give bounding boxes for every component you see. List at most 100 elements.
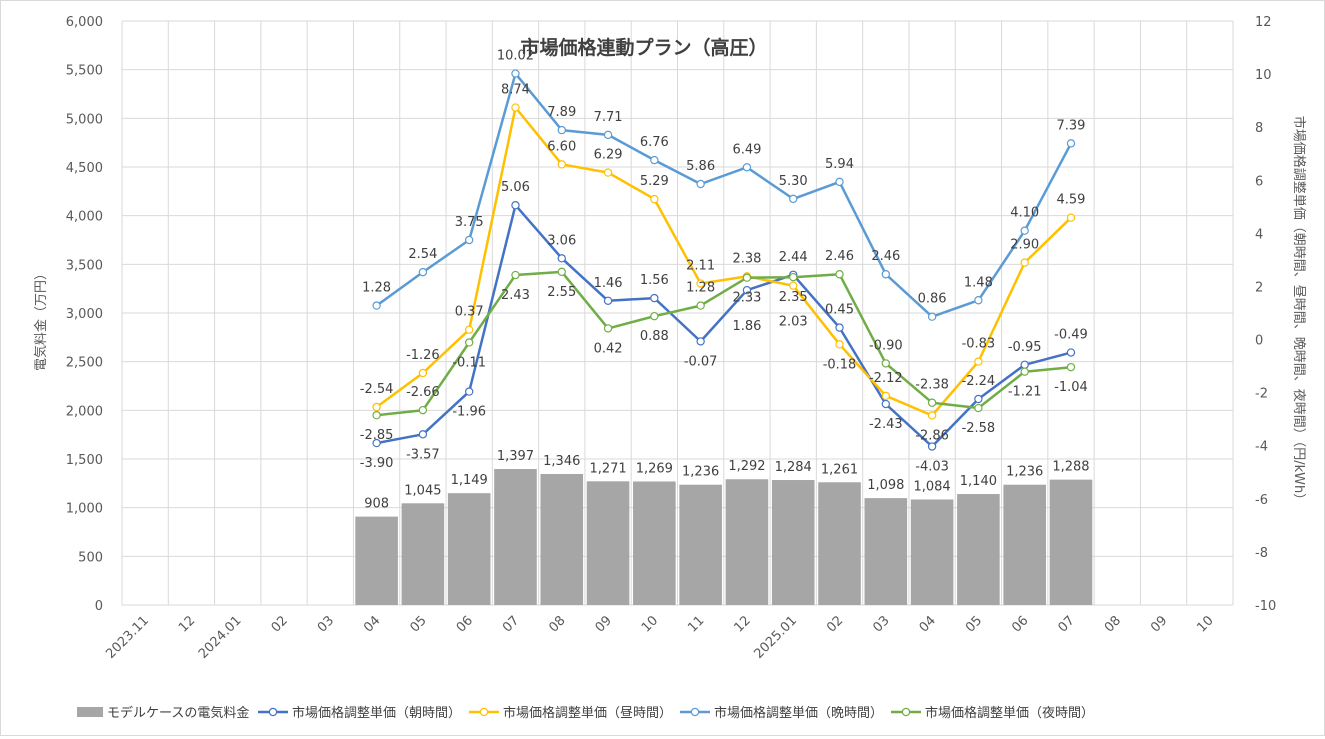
line-marker xyxy=(881,399,891,409)
x-tick-label: 02 xyxy=(269,613,291,635)
line-marker xyxy=(418,430,428,439)
bar-label: 1,397 xyxy=(497,449,534,464)
line-marker xyxy=(927,398,937,407)
line-data-label: -1.26 xyxy=(406,348,440,363)
line-marker xyxy=(650,155,659,165)
line-marker xyxy=(603,168,613,177)
y-tick-right: 12 xyxy=(1255,15,1272,30)
bar-label: 1,045 xyxy=(404,483,441,498)
gridlines xyxy=(121,20,1234,606)
bar xyxy=(1003,484,1046,605)
bar-label: 908 xyxy=(364,497,389,512)
line-data-label: -2.54 xyxy=(360,382,394,397)
bar-label: 1,269 xyxy=(636,461,673,476)
line-data-label: 2.33 xyxy=(732,291,761,306)
y-axis-right-title: 市場価格調整単価（朝時間、昼時間、晩時間、夜時間）（円/kWh） xyxy=(1291,116,1307,507)
y-tick-right: -10 xyxy=(1255,599,1276,614)
bar-label: 1,236 xyxy=(1006,465,1043,480)
line-marker xyxy=(742,273,752,282)
x-tick-label: 07 xyxy=(500,613,522,635)
line-marker xyxy=(511,103,520,112)
line-marker xyxy=(789,281,798,290)
y-tick-right: 10 xyxy=(1255,68,1272,83)
line-data-label: -2.12 xyxy=(869,371,903,386)
bar xyxy=(818,482,861,605)
y-tick-left: 5,000 xyxy=(66,112,103,127)
line-data-label: 3.06 xyxy=(547,233,576,248)
line-data-label: 2.46 xyxy=(825,249,854,264)
line-data-label: 6.76 xyxy=(640,135,669,150)
line-marker xyxy=(974,357,983,366)
line-data-label: 2.54 xyxy=(408,247,437,262)
line-data-label: -3.90 xyxy=(360,456,394,471)
line-marker xyxy=(372,438,381,448)
line-marker xyxy=(696,279,705,288)
line-marker xyxy=(881,270,891,279)
x-tick-label: 05 xyxy=(963,613,985,635)
line-marker xyxy=(881,391,891,401)
legend-item-4: 市場価格調整単価（晩時間） xyxy=(680,705,883,721)
line-data-label: 2.11 xyxy=(686,259,715,274)
line-marker xyxy=(511,201,520,210)
line-marker xyxy=(742,285,752,295)
line-marker xyxy=(1020,258,1029,267)
y-tick-right: 4 xyxy=(1255,227,1263,242)
bar xyxy=(864,498,908,605)
series-line-1 xyxy=(376,203,1072,448)
y-axis-left-title: 電気料金（万円） xyxy=(33,267,49,371)
bar xyxy=(957,494,1000,605)
line-data-label: 2.35 xyxy=(779,290,808,305)
line-marker xyxy=(372,402,381,412)
bar-label: 1,288 xyxy=(1052,460,1089,475)
line-data-label: 1.56 xyxy=(640,273,669,288)
line-marker xyxy=(650,311,659,321)
y-tick-left: 4,500 xyxy=(66,161,103,176)
legend-item-3: 市場価格調整単価（昼時間） xyxy=(469,705,672,721)
bar xyxy=(447,493,491,605)
line-data-label: 4.10 xyxy=(1010,206,1039,221)
bar xyxy=(586,481,630,605)
legend-label: 市場価格調整単価（朝時間） xyxy=(292,705,461,721)
line-data-label: 1.28 xyxy=(362,281,391,296)
line-data-label: 6.60 xyxy=(547,139,576,154)
line-marker xyxy=(696,301,705,310)
y-tick-left: 500 xyxy=(78,550,103,565)
line-data-label: 4.59 xyxy=(1057,193,1086,208)
line-marker xyxy=(835,177,844,187)
bar xyxy=(633,481,676,605)
legend-item-2: 市場価格調整単価（朝時間） xyxy=(258,705,461,721)
line-data-label: 8.74 xyxy=(501,83,530,98)
line-marker xyxy=(1066,139,1076,148)
line-data-label: 2.44 xyxy=(779,250,808,265)
line-marker xyxy=(557,125,566,135)
bar-label: 1,084 xyxy=(913,479,950,494)
line-marker xyxy=(511,69,520,78)
x-tick-label: 2023.11 xyxy=(103,613,152,662)
line-marker xyxy=(835,323,844,332)
line-data-label: -2.58 xyxy=(962,421,996,436)
line-data-label: 0.37 xyxy=(455,305,484,320)
x-tick-label: 11 xyxy=(685,613,707,635)
line-marker xyxy=(927,411,937,420)
line-data-label: -2.24 xyxy=(962,374,996,389)
line-marker xyxy=(742,163,752,172)
y-tick-left: 2,500 xyxy=(66,356,103,371)
line-data-label: -0.11 xyxy=(452,355,486,370)
line-marker xyxy=(696,337,705,346)
y-tick-left: 0 xyxy=(95,599,103,614)
bar xyxy=(401,503,445,605)
x-tick-label: 09 xyxy=(593,613,615,635)
line-data-label: 1.28 xyxy=(686,281,715,296)
y-tick-left: 3,500 xyxy=(66,258,103,273)
line-marker xyxy=(696,179,705,189)
line-data-label: 5.30 xyxy=(779,174,808,189)
x-tick-label: 09 xyxy=(1148,613,1170,635)
line-marker xyxy=(1020,360,1029,369)
line-marker xyxy=(650,194,659,204)
line-data-label: -1.96 xyxy=(452,405,486,420)
line-marker xyxy=(927,312,937,321)
line-marker xyxy=(974,403,983,413)
line-data-label: -1.21 xyxy=(1008,385,1042,400)
bar-label: 1,098 xyxy=(867,478,904,493)
